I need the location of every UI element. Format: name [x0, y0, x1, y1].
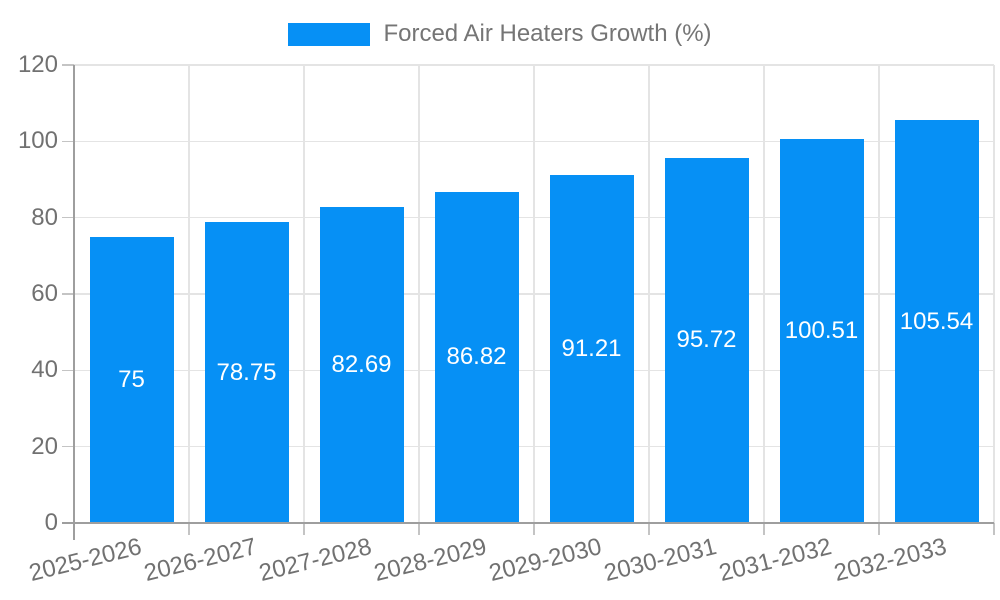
x-axis-tick — [188, 523, 190, 535]
x-tick-label: 2031-2032 — [716, 533, 835, 587]
y-tick-label: 80 — [31, 203, 58, 231]
bar-value-label: 86.82 — [446, 343, 507, 371]
x-axis-tick — [303, 523, 305, 535]
bar[interactable] — [779, 139, 864, 523]
y-axis-line — [73, 65, 75, 540]
gridline-x — [303, 65, 305, 523]
x-axis-tick — [993, 523, 995, 535]
legend-swatch[interactable] — [288, 22, 371, 46]
x-tick-label: 2030-2031 — [601, 533, 720, 587]
gridline-x — [993, 65, 995, 523]
x-tick-label: 2025-2026 — [26, 533, 145, 587]
y-axis-tick — [62, 445, 74, 448]
x-tick-label: 2026-2027 — [141, 533, 260, 587]
bar[interactable] — [894, 120, 979, 523]
y-tick-label: 60 — [31, 280, 58, 307]
y-tick-label: 100 — [17, 127, 58, 155]
gridline-x — [878, 65, 880, 523]
y-axis-tick — [62, 216, 74, 219]
bar[interactable] — [549, 174, 634, 523]
x-axis-line — [62, 522, 994, 524]
bar-value-label: 100.51 — [784, 317, 859, 345]
bar[interactable] — [204, 222, 289, 523]
gridline-x — [533, 65, 535, 523]
gridline-x — [763, 65, 765, 523]
y-axis-tick — [62, 369, 74, 372]
y-axis-tick — [62, 293, 74, 295]
bar-value-label: 105.54 — [899, 307, 974, 335]
x-tick-label: 2029-2030 — [486, 533, 605, 587]
gridline-x — [648, 65, 650, 523]
x-axis-tick — [418, 523, 420, 535]
y-tick-label: 20 — [31, 432, 58, 460]
x-axis-tick — [533, 523, 535, 535]
y-tick-label: 40 — [31, 356, 58, 384]
legend: Forced Air Heaters Growth (%) — [0, 20, 1000, 48]
bar[interactable] — [89, 236, 174, 523]
bar[interactable] — [319, 207, 404, 523]
x-tick-label: 2032-2033 — [831, 533, 950, 587]
bar-value-label: 78.75 — [216, 358, 277, 386]
bar-value-label: 91.21 — [561, 334, 622, 362]
bar[interactable] — [664, 157, 749, 523]
x-tick-label: 2028-2029 — [371, 533, 490, 587]
x-axis-tick — [878, 523, 880, 535]
y-axis-tick — [62, 64, 74, 66]
bar-value-label: 95.72 — [676, 326, 737, 354]
x-axis-tick — [763, 523, 765, 535]
x-axis-tick — [648, 523, 650, 535]
y-axis-tick — [62, 140, 74, 143]
gridline-x — [418, 65, 420, 523]
gridline-x — [188, 65, 190, 523]
x-tick-label: 2027-2028 — [256, 533, 375, 587]
legend-series-label[interactable]: Forced Air Heaters Growth (%) — [383, 20, 712, 47]
y-tick-label: 120 — [17, 51, 58, 78]
y-tick-label: 0 — [44, 509, 58, 536]
bar-value-label: 75 — [118, 365, 145, 393]
bar-value-label: 82.69 — [331, 351, 392, 379]
bar[interactable] — [434, 191, 519, 523]
